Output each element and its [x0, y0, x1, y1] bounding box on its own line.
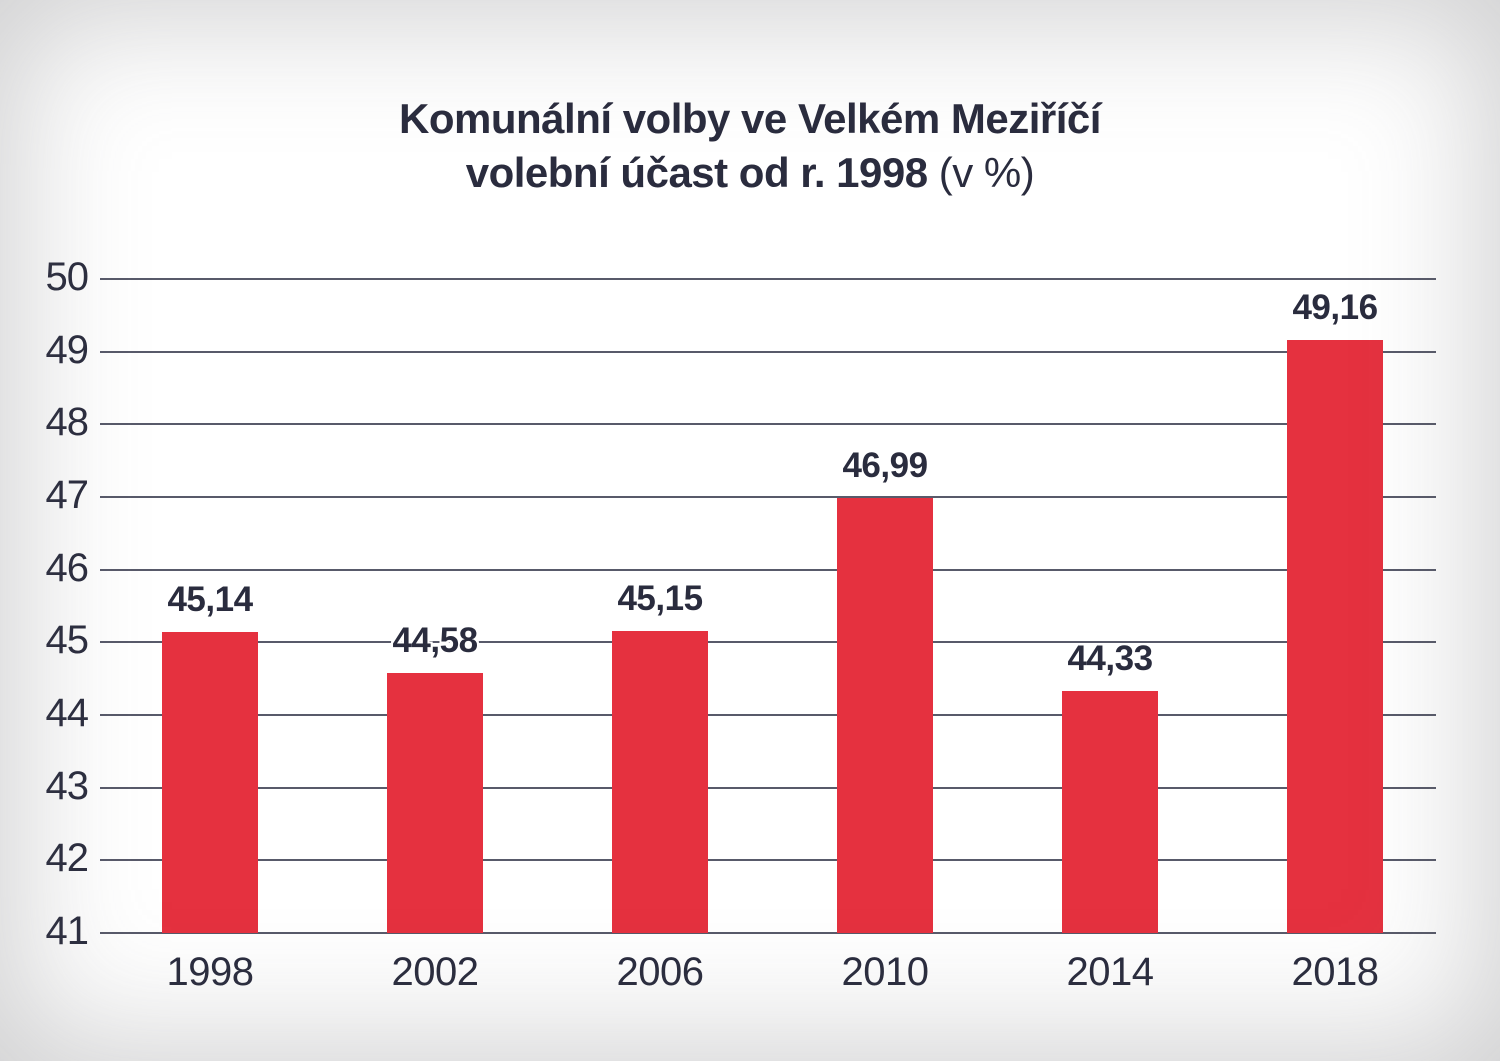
chart-title: Komunální volby ve Velkém Meziříčí voleb… [0, 92, 1500, 200]
x-axis-label-2002: 2002 [391, 950, 479, 994]
bar-value-label-1998: 45,14 [167, 580, 253, 620]
bar-2002 [387, 672, 483, 933]
bar-2010 [837, 497, 933, 933]
gridline-47 [100, 496, 1436, 498]
bar-value-label-2006: 45,15 [617, 579, 703, 619]
bar-2006 [612, 631, 708, 933]
gridline-45 [100, 641, 1436, 643]
bar-value-label-2018: 49,16 [1292, 288, 1378, 328]
gridline-42 [100, 859, 1436, 861]
bar-value-label-2014: 44,33 [1067, 639, 1153, 679]
bar-1998 [162, 632, 258, 933]
y-axis-tick-label-45: 45 [45, 618, 90, 662]
x-axis-label-2006: 2006 [616, 950, 704, 994]
gridline-41 [100, 932, 1436, 934]
y-axis-tick-label-46: 46 [45, 546, 90, 590]
gridline-50 [100, 278, 1436, 280]
chart-title-line2-bold: volební účast od r. 1998 [465, 149, 939, 196]
y-axis-tick-label-47: 47 [45, 473, 90, 517]
gridline-44 [100, 714, 1436, 716]
x-axis-label-2018: 2018 [1291, 950, 1379, 994]
x-axis-label-2010: 2010 [841, 950, 929, 994]
y-axis-tick-label-50: 50 [45, 255, 90, 299]
gridline-43 [100, 787, 1436, 789]
bar-value-label-2010: 46,99 [842, 445, 928, 485]
chart-title-line1-text: Komunální volby ve Velkém Meziříčí [399, 95, 1101, 142]
y-axis-tick-label-49: 49 [45, 328, 90, 372]
gridline-49 [100, 351, 1436, 353]
bar-2018 [1287, 340, 1383, 933]
chart-title-line2: volební účast od r. 1998 (v %) [0, 146, 1500, 200]
y-axis-tick-label-44: 44 [45, 691, 90, 735]
y-axis-tick-label-48: 48 [45, 400, 90, 444]
x-axis-label-1998: 1998 [166, 950, 254, 994]
chart-title-line2-light: (v %) [938, 149, 1035, 196]
bar-value-label-2002: 44,58 [392, 620, 478, 660]
bar-2014 [1062, 691, 1158, 933]
y-axis-tick-label-42: 42 [45, 836, 90, 880]
gridline-46 [100, 569, 1436, 571]
gridline-48 [100, 423, 1436, 425]
chart-title-line1: Komunální volby ve Velkém Meziříčí [0, 92, 1500, 146]
x-axis-label-2014: 2014 [1066, 950, 1154, 994]
y-axis-tick-label-41: 41 [45, 909, 90, 953]
y-axis-tick-label-43: 43 [45, 764, 90, 808]
